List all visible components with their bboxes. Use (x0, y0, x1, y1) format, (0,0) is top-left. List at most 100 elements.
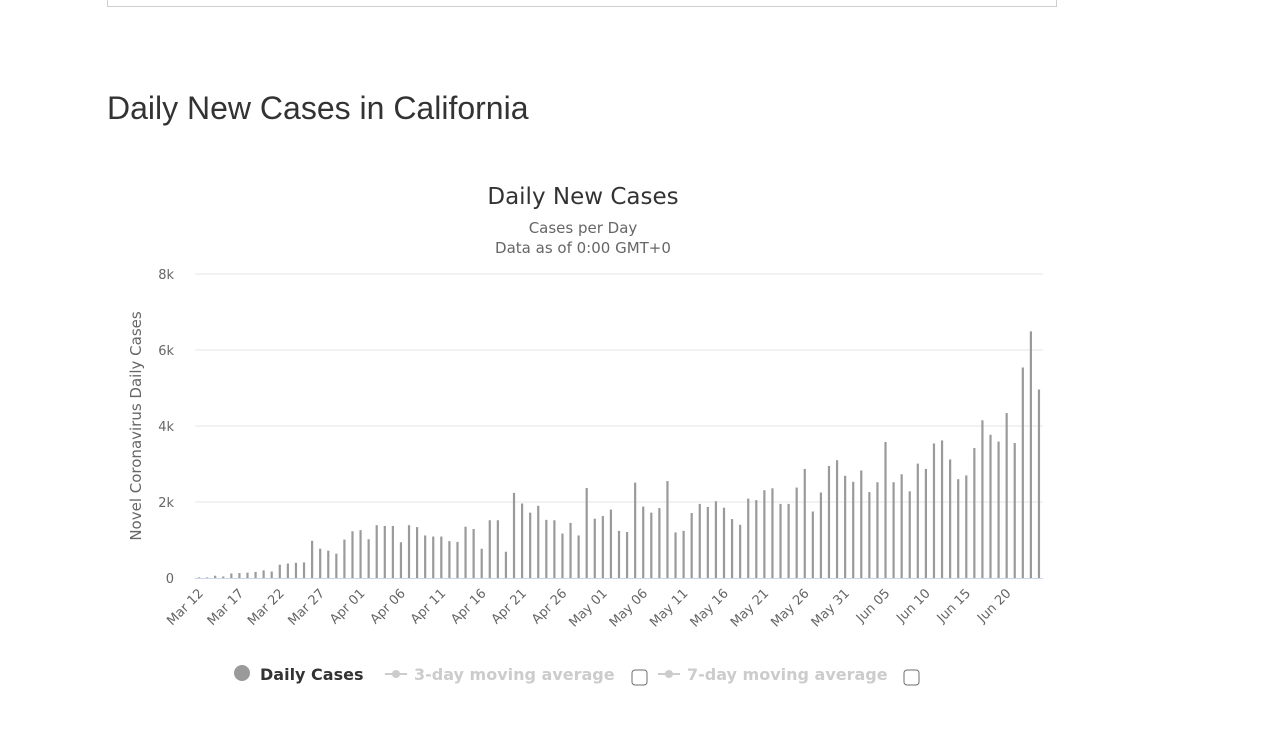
bar[interactable] (577, 535, 580, 578)
bar[interactable] (860, 470, 863, 578)
bar[interactable] (335, 553, 338, 578)
bar[interactable] (876, 482, 879, 578)
bar[interactable] (795, 487, 798, 578)
bar[interactable] (803, 468, 806, 578)
bar[interactable] (230, 573, 233, 578)
bar[interactable] (512, 492, 516, 578)
bar[interactable] (448, 541, 451, 578)
bar[interactable] (206, 577, 209, 578)
legend-7-day-checkbox[interactable] (903, 669, 920, 686)
bar[interactable] (900, 474, 903, 578)
bar[interactable] (771, 488, 774, 578)
bar[interactable] (666, 481, 669, 578)
bar[interactable] (755, 500, 758, 578)
bar[interactable] (472, 528, 475, 578)
bar[interactable] (311, 540, 314, 578)
bar[interactable] (545, 519, 548, 578)
bar[interactable] (1013, 443, 1016, 578)
bar[interactable] (957, 479, 960, 578)
bar[interactable] (787, 503, 790, 578)
bar[interactable] (884, 441, 887, 578)
legend-item-daily-cases[interactable]: Daily Cases (234, 665, 363, 684)
bar[interactable] (763, 490, 766, 578)
bar[interactable] (908, 491, 911, 578)
bar[interactable] (714, 501, 718, 578)
bar[interactable] (440, 536, 443, 578)
bar[interactable] (827, 465, 831, 578)
bar[interactable] (965, 475, 968, 578)
bar[interactable] (642, 506, 645, 578)
bar[interactable] (747, 498, 750, 578)
bar[interactable] (706, 506, 709, 578)
bar[interactable] (537, 505, 540, 578)
bar[interactable] (835, 460, 839, 578)
bar[interactable] (1029, 331, 1032, 578)
bar[interactable] (424, 535, 427, 578)
bar[interactable] (391, 525, 394, 578)
bar[interactable] (868, 492, 871, 578)
bar[interactable] (997, 441, 1000, 578)
bar[interactable] (351, 531, 354, 578)
bar[interactable] (432, 536, 435, 578)
bar[interactable] (634, 482, 637, 578)
bar[interactable] (359, 530, 362, 578)
bar[interactable] (682, 530, 685, 578)
bar[interactable] (650, 512, 653, 578)
bar[interactable] (811, 511, 814, 579)
bar[interactable] (892, 482, 895, 578)
bar[interactable] (949, 459, 952, 578)
bar[interactable] (674, 532, 677, 578)
bar[interactable] (278, 564, 281, 578)
bar[interactable] (254, 571, 257, 578)
bar[interactable] (609, 509, 613, 578)
bar[interactable] (625, 532, 629, 578)
bar[interactable] (286, 563, 289, 578)
bar[interactable] (1021, 367, 1024, 578)
bar[interactable] (496, 520, 499, 578)
legend-3-day-checkbox[interactable] (631, 669, 648, 686)
legend-item-7-day-average[interactable]: 7-day moving average (658, 665, 888, 684)
bar[interactable] (327, 550, 330, 578)
bar[interactable] (302, 562, 306, 578)
bar[interactable] (488, 520, 491, 578)
bar[interactable] (593, 518, 596, 578)
bar[interactable] (529, 512, 532, 578)
bar[interactable] (294, 562, 298, 578)
bar[interactable] (981, 420, 984, 578)
bar[interactable] (214, 575, 217, 578)
bar[interactable] (367, 539, 370, 578)
bar[interactable] (617, 530, 621, 578)
bar[interactable] (238, 573, 241, 578)
bar[interactable] (222, 576, 225, 578)
bar[interactable] (270, 571, 273, 578)
bar[interactable] (504, 551, 508, 578)
bar[interactable] (561, 533, 564, 578)
bar[interactable] (690, 513, 693, 578)
bar[interactable] (1005, 413, 1008, 578)
bar[interactable] (262, 570, 265, 578)
bar[interactable] (1037, 389, 1041, 578)
bar[interactable] (553, 520, 556, 578)
bar[interactable] (924, 468, 927, 578)
bar[interactable] (916, 463, 919, 578)
bar[interactable] (569, 522, 572, 578)
bar[interactable] (375, 525, 378, 578)
bar[interactable] (383, 525, 386, 578)
bar[interactable] (343, 539, 346, 578)
bar[interactable] (722, 507, 726, 578)
bar[interactable] (246, 572, 249, 578)
bar[interactable] (844, 475, 847, 578)
bar[interactable] (464, 526, 467, 578)
bar[interactable] (730, 519, 734, 578)
bar[interactable] (407, 525, 411, 578)
bar[interactable] (989, 434, 992, 578)
bar[interactable] (399, 542, 403, 578)
bar[interactable] (852, 481, 855, 578)
bar[interactable] (197, 577, 201, 578)
bar[interactable] (739, 524, 742, 578)
legend-item-3-day-average[interactable]: 3-day moving average (385, 665, 615, 684)
bar[interactable] (601, 516, 604, 578)
bar[interactable] (973, 448, 976, 578)
daily-cases-bars[interactable] (197, 331, 1041, 579)
bar[interactable] (585, 487, 588, 578)
